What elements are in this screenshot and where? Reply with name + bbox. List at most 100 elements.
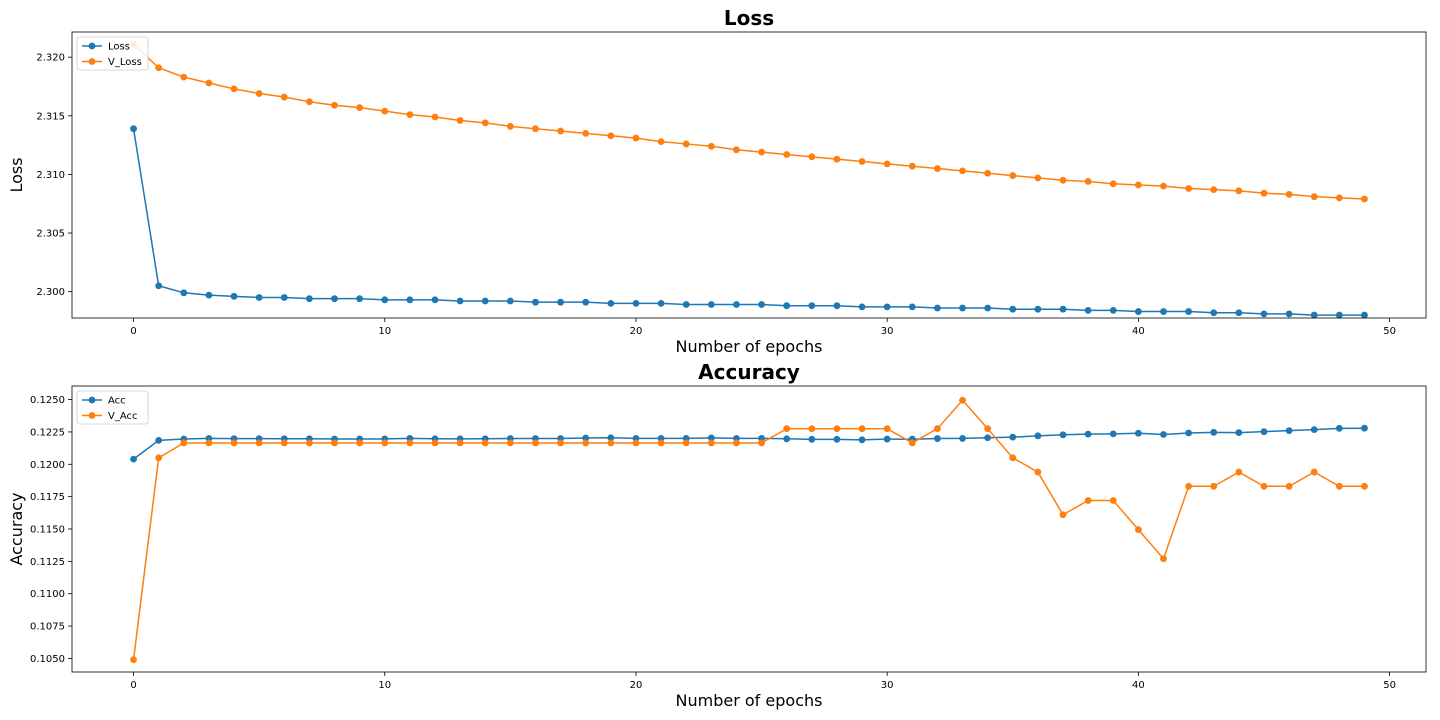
data-point [1335,194,1343,202]
data-point [1335,482,1343,490]
legend-label: V_Loss [108,57,142,68]
x-tick-label: 50 [1383,680,1396,691]
data-point [682,439,690,447]
x-tick-label: 50 [1383,326,1396,337]
data-point [833,435,841,443]
data-point [682,140,690,148]
data-point [1185,482,1193,490]
data-point [1160,182,1167,190]
data-point [783,435,791,443]
data-point [1059,176,1067,184]
y-tick-label: 0.1175 [30,492,65,503]
data-point [908,162,916,170]
data-point [707,439,715,447]
data-point [205,79,213,87]
data-point [1084,306,1092,314]
y-tick-label: 2.305 [36,229,65,240]
data-point [381,107,389,115]
data-point [255,294,263,301]
data-point [833,302,841,310]
data-point [481,297,489,305]
data-point [1210,482,1218,490]
data-point [406,296,414,304]
x-tick-label: 0 [130,326,136,337]
legend-marker [88,396,96,404]
data-point [833,155,841,163]
data-point [783,425,791,433]
data-point [1335,424,1343,432]
data-point [456,297,464,305]
data-point [506,439,514,447]
data-point [1109,306,1117,314]
data-point [833,425,841,433]
data-point [130,455,137,463]
data-point [557,439,564,447]
data-point [1034,468,1042,476]
data-point [733,301,740,308]
data-point [1235,429,1243,436]
data-point [707,434,715,442]
data-point [1235,468,1243,476]
y-tick-label: 0.1200 [30,460,65,471]
data-point [632,299,640,307]
data-point [582,129,590,137]
data-point [230,292,238,300]
data-point [1034,432,1042,440]
data-point [783,302,791,310]
data-point [506,297,514,305]
data-point [1361,311,1368,319]
data-point [984,425,992,433]
y-tick-label: 0.1100 [30,589,65,600]
data-point [1310,193,1318,201]
x-tick-label: 30 [881,680,894,691]
data-point [331,439,338,447]
data-point [1059,431,1067,439]
data-point [205,439,213,447]
data-point [657,299,665,307]
data-point [1009,454,1017,462]
data-point [934,425,941,433]
data-point [1310,311,1318,319]
data-point [758,148,765,156]
data-point [934,165,941,172]
data-point [1009,433,1017,441]
data-point [431,296,439,304]
data-point [984,304,992,312]
data-point [758,439,765,447]
data-point [331,101,338,109]
data-point [406,439,414,447]
data-point [481,439,489,447]
axes-frame [71,385,1427,673]
legend: Acc V_Acc [76,390,149,425]
data-point [1210,186,1218,194]
data-point [1210,428,1218,436]
series-line-acc [133,427,1365,460]
data-point [331,295,338,303]
data-point [1160,555,1167,563]
x-axis-label: Number of epochs [676,691,823,710]
data-point [180,73,188,81]
data-point [1084,178,1092,185]
data-point [130,125,137,133]
data-point [707,301,715,308]
data-point [582,434,590,442]
data-point [1034,174,1042,182]
data-point [1260,310,1268,318]
y-tick-label: 0.1250 [30,395,65,406]
data-point [481,119,489,127]
data-point [883,303,891,311]
data-point [1185,308,1193,315]
data-point [1260,189,1268,197]
data-point [205,291,213,299]
data-point [783,151,791,158]
data-point [1310,426,1318,434]
data-point [1084,497,1092,504]
data-point [1009,305,1017,313]
y-tick-label: 0.1050 [30,654,65,665]
data-point [431,439,439,447]
data-point [1109,430,1117,438]
data-point [1084,430,1092,438]
data-point [858,303,866,311]
data-point [607,434,615,442]
